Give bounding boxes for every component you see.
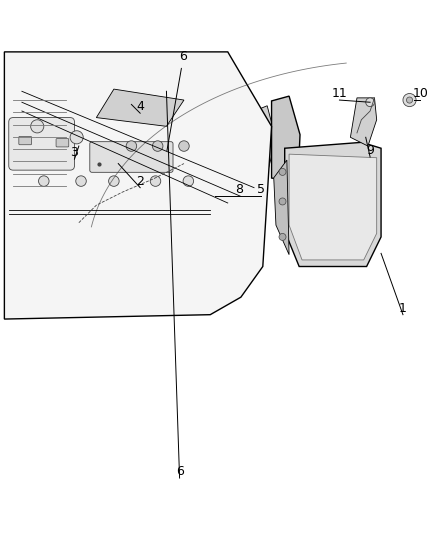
- Circle shape: [179, 141, 189, 151]
- Polygon shape: [274, 160, 289, 255]
- Circle shape: [31, 120, 44, 133]
- Polygon shape: [350, 98, 377, 146]
- Circle shape: [126, 141, 137, 151]
- Circle shape: [406, 97, 413, 103]
- FancyBboxPatch shape: [19, 136, 32, 145]
- FancyBboxPatch shape: [114, 155, 228, 183]
- Circle shape: [183, 176, 194, 187]
- FancyBboxPatch shape: [220, 194, 240, 204]
- Text: 2: 2: [136, 175, 144, 188]
- Circle shape: [150, 176, 161, 187]
- Circle shape: [109, 176, 119, 187]
- Polygon shape: [285, 142, 381, 266]
- Text: 6: 6: [167, 50, 187, 151]
- Text: 1: 1: [399, 302, 407, 314]
- Circle shape: [152, 141, 163, 151]
- Polygon shape: [96, 89, 184, 126]
- FancyBboxPatch shape: [9, 118, 74, 170]
- Polygon shape: [272, 96, 300, 183]
- Circle shape: [279, 233, 286, 240]
- Text: 6: 6: [176, 465, 184, 478]
- Circle shape: [76, 176, 86, 187]
- Circle shape: [279, 168, 286, 175]
- Text: 9: 9: [366, 144, 374, 157]
- Text: 4: 4: [136, 100, 144, 113]
- FancyBboxPatch shape: [105, 87, 237, 192]
- FancyBboxPatch shape: [90, 142, 173, 172]
- Circle shape: [279, 198, 286, 205]
- FancyBboxPatch shape: [200, 194, 218, 204]
- Text: 11: 11: [332, 87, 347, 100]
- Text: 8: 8: [235, 183, 243, 196]
- Circle shape: [403, 93, 416, 107]
- Circle shape: [39, 176, 49, 187]
- Polygon shape: [232, 106, 276, 173]
- Polygon shape: [289, 154, 377, 260]
- Polygon shape: [4, 52, 272, 319]
- FancyBboxPatch shape: [49, 118, 109, 174]
- FancyBboxPatch shape: [114, 107, 228, 169]
- Circle shape: [70, 131, 83, 144]
- Circle shape: [366, 98, 374, 107]
- Text: 3: 3: [71, 146, 78, 159]
- Text: 10: 10: [413, 87, 428, 100]
- Text: 5: 5: [257, 183, 265, 196]
- FancyBboxPatch shape: [56, 139, 69, 147]
